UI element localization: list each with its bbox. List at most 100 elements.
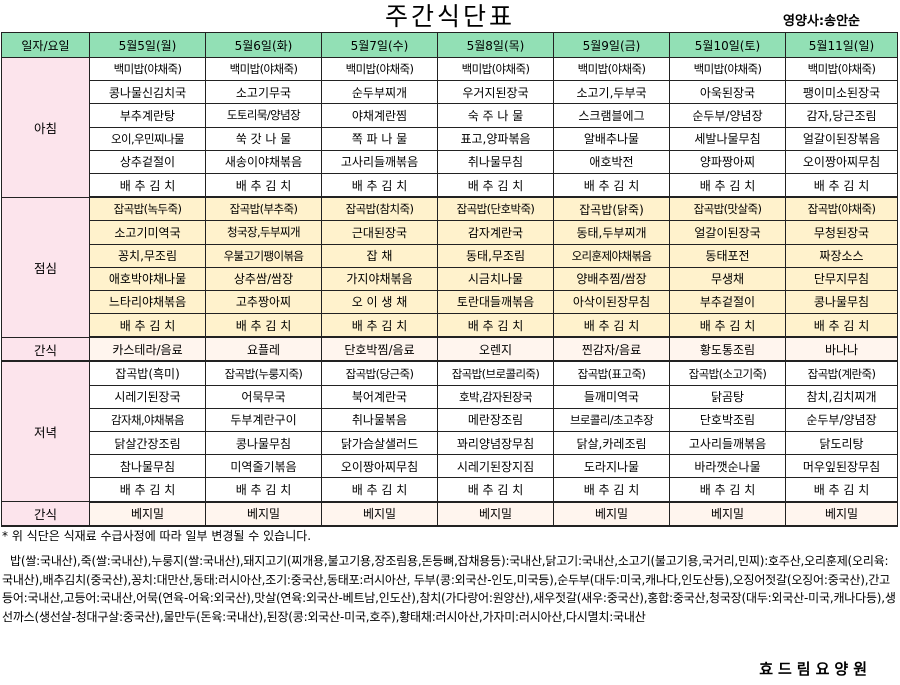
menu-cell: 쪽 파 나 물 [321,126,438,151]
menu-cell: 알배추나물 [553,126,670,151]
menu-cell: 베지밀 [553,501,670,527]
menu-cell: 아욱된장국 [669,80,786,105]
menu-cell: 바라깻순나물 [669,454,786,479]
lunch-row: 꽁치,무조림 우불고기팽이볶음 잡 채 동태,무조림 오리훈제야채볶음 동태포전 짜장소스 [2,243,898,268]
menu-cell: 순두부/양념장 [785,407,898,433]
menu-cell: 닭가슴살샐러드 [321,430,438,456]
date-header: 5월5일(월) [89,32,206,58]
menu-cell: 백미밥(야채죽) [553,56,670,82]
menu-cell: 요플레 [205,336,322,363]
menu-cell: 양파짱아찌 [669,149,786,174]
menu-cell: 우거지된장국 [437,80,554,105]
menu-cell: 오리훈제야채볶음 [553,243,670,268]
menu-cell: 배 추 김 치 [785,313,898,339]
menu-cell: 고추짱아찌 [205,289,322,315]
menu-cell: 꽈리양념장무침 [437,430,554,456]
menu-cell: 야채계란찜 [321,103,438,128]
menu-cell: 백미밥(야채죽) [669,56,786,82]
menu-cell: 닭곰탕 [669,384,786,409]
date-header: 5월11일(일) [785,32,898,58]
menu-cell: 찐감자/음료 [553,336,670,363]
dietitian-label: 영양사:송안순 [783,14,860,29]
menu-cell: 베지밀 [437,501,554,527]
menu-cell: 백미밥(야채죽) [437,56,554,82]
menu-cell: 상추쌈/쌈장 [205,266,322,291]
menu-cell: 동태,무조림 [437,243,554,268]
menu-cell: 잡곡밥(흑미) [89,360,206,386]
menu-cell: 단호박조림 [669,407,786,433]
menu-cell: 배 추 김 치 [89,172,206,199]
menu-cell: 베지밀 [785,501,898,527]
menu-cell: 백미밥(야채죽) [321,56,438,82]
date-header: 5월6일(화) [205,32,322,58]
menu-cell: 고사리들깨볶음 [321,149,438,174]
dinner-label: 저녁 [1,360,90,503]
dinner-row: 저녁 잡곡밥(흑미) 잡곡밥(누룽지죽) 잡곡밥(당근죽) 잡곡밥(브로콜리죽) 잡곡밥(… [1,360,898,503]
menu-cell: 아삭이된장무침 [553,289,670,315]
menu-cell: 베지밀 [321,501,438,527]
menu-cell: 베지밀 [89,501,206,527]
menu-cell: 고사리들깨볶음 [669,430,786,456]
menu-cell: 팽이미소된장국 [785,80,898,105]
menu-cell: 감자,당근조림 [785,103,898,128]
menu-cell: 단무지무침 [785,266,898,291]
menu-cell: 배 추 김 치 [669,313,786,339]
menu-cell: 배 추 김 치 [321,172,438,199]
dinner-row: 감자채,야채볶음 두부계란구이 취나물볶음 메란장조림 브로콜리/초고추장 단호박조림 순두… [2,407,898,433]
menu-cell: 어묵무국 [205,384,322,409]
page-title: 주간식단표 [384,2,515,31]
menu-cell: 백미밥(야채죽) [205,56,322,82]
menu-cell: 베지밀 [669,501,786,527]
menu-cell: 황도통조림 [669,336,786,363]
menu-cell: 잡 채 [321,243,438,268]
menu-cell: 호박,감자된장국 [437,384,554,409]
date-header: 5월7일(수) [321,32,438,58]
menu-cell: 시금치나물 [437,266,554,291]
menu-cell: 콩나물신김치국 [89,80,206,105]
menu-cell: 애호박전 [553,149,670,174]
menu-cell: 동태포전 [669,243,786,268]
menu-cell: 부추계란탕 [89,103,206,128]
menu-cell: 시레기된장국 [89,384,206,409]
menu-cell: 배 추 김 치 [785,172,898,199]
menu-cell: 닭살간장조림 [89,430,206,456]
menu-cell: 콩나물무침 [205,430,322,456]
menu-cell: 배 추 김 치 [205,477,322,503]
breakfast-row: 콩나물신김치국 소고기무국 순두부찌개 우거지된장국 소고기,두부국 아욱된장국 팽이미소된… [2,80,898,105]
menu-cell: 우불고기팽이볶음 [205,243,322,268]
menu-cell: 잡곡밥(당근죽) [321,360,438,386]
dinner-row: 시레기된장국 어묵무국 북어계란국 호박,감자된장국 들깨미역국 닭곰탕 참치,김치찌개 [2,384,898,409]
menu-cell: 순두부/양념장 [669,103,786,128]
menu-cell: 배 추 김 치 [553,172,670,199]
menu-cell: 두부계란구이 [205,407,322,433]
lunch-row: 애호박야채나물 상추쌈/쌈장 가지야채볶음 시금치나물 양배추찜/쌈장 무생채 단무지무침 [2,266,898,291]
menu-cell: 닭살,카레조림 [553,430,670,456]
menu-cell: 소고기미역국 [89,220,206,245]
menu-cell: 짜장소스 [785,243,898,268]
menu-cell: 쑥 갓 나 물 [205,126,322,151]
menu-cell: 감자계란국 [437,220,554,245]
menu-cell: 배 추 김 치 [321,477,438,503]
menu-cell: 배 추 김 치 [205,172,322,199]
menu-cell: 잡곡밥(야채죽) [785,196,898,222]
menu-cell: 닭도리탕 [785,430,898,456]
breakfast-row: 부추계란탕 도토리묵/양념장 야채계란찜 숙 주 나 물 스크램블에그 순두부/양념장 감자… [2,103,898,128]
menu-cell: 꽁치,무조림 [89,243,206,268]
menu-cell: 오렌지 [437,336,554,363]
menu-cell: 잡곡밥(닭죽) [553,196,670,222]
menu-cell: 배 추 김 치 [785,477,898,503]
menu-cell: 표고,양파볶음 [437,126,554,151]
date-header: 5월10일(토) [669,32,786,58]
menu-cell: 무생채 [669,266,786,291]
menu-cell: 머우잎된장무침 [785,454,898,479]
menu-cell: 카스테라/음료 [89,336,206,363]
header-row: 일자/요일 5월5일(월) 5월6일(화) 5월7일(수) 5월8일(목) 5월9일(금)… [1,32,898,58]
menu-cell: 애호박야채나물 [89,266,206,291]
menu-cell: 들깨미역국 [553,384,670,409]
menu-cell: 시레기된장지짐 [437,454,554,479]
lunch-row: 느타리야채볶음 고추짱아찌 오 이 생 채 토란대들깨볶음 아삭이된장무침 부추겉절이 콩나… [2,289,898,315]
menu-cell: 배 추 김 치 [437,477,554,503]
menu-cell: 잡곡밥(누룽지죽) [205,360,322,386]
